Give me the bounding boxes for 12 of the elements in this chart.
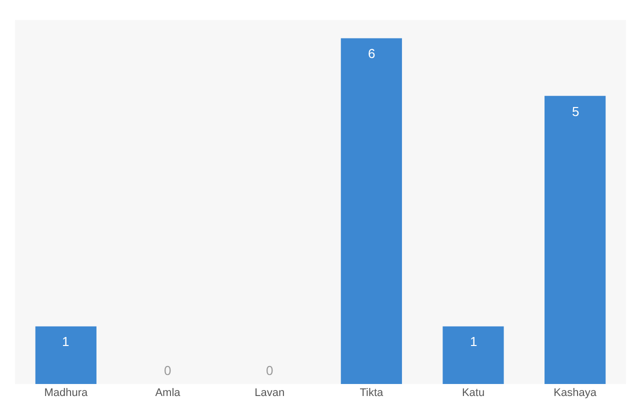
x-tick-label: Kashaya xyxy=(554,387,598,399)
x-tick-label: Katu xyxy=(462,387,485,399)
data-label: 5 xyxy=(572,104,580,119)
x-tick-label: Lavan xyxy=(254,387,285,399)
data-label: 0 xyxy=(164,363,172,378)
data-label: 1 xyxy=(470,334,478,349)
data-label: 1 xyxy=(62,334,70,349)
data-label: 0 xyxy=(266,363,274,378)
data-label: 6 xyxy=(368,46,376,61)
x-tick-label: Madhura xyxy=(44,387,89,399)
x-tick-label: Tikta xyxy=(360,387,384,399)
x-tick-label: Amla xyxy=(155,387,182,399)
